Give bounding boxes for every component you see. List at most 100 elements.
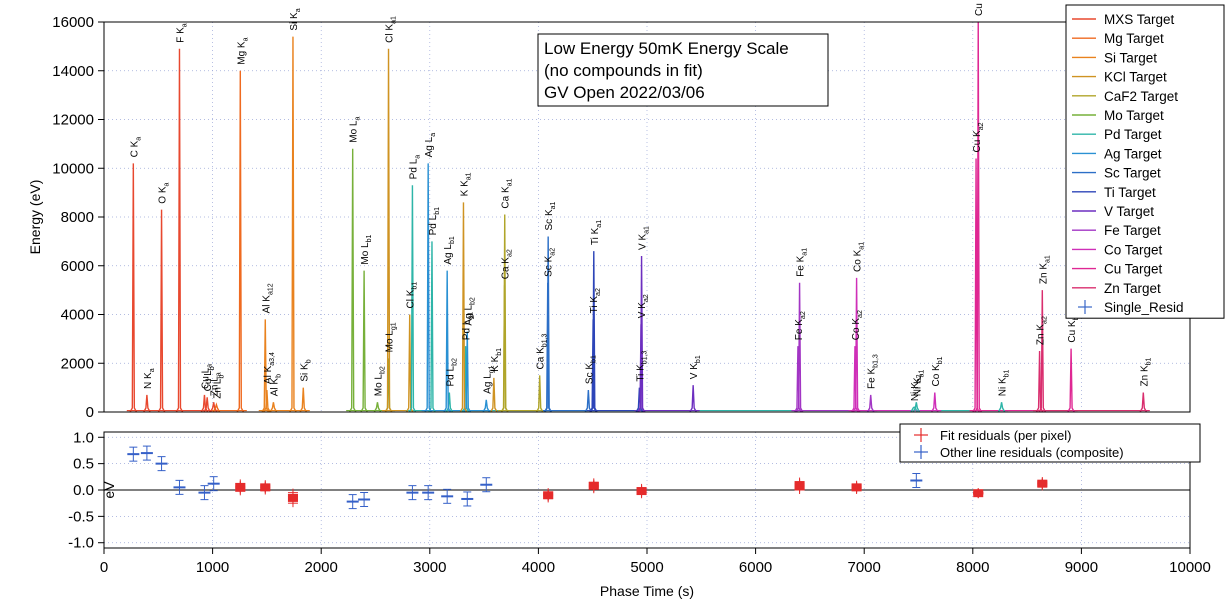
- x-tick-label: 7000: [848, 559, 881, 576]
- peak-label: Sc Ka1: [544, 201, 557, 230]
- legend-label: KCl Target: [1104, 70, 1167, 85]
- peak-label: Ca Kb1,3: [536, 333, 549, 369]
- peak-label-sub: a: [242, 37, 249, 41]
- legend-label: Ti Target: [1104, 185, 1156, 200]
- peak-line: [212, 402, 221, 413]
- peak-line: [635, 387, 644, 413]
- peak-label-sub: a1: [465, 172, 472, 180]
- residual-legend-label: Other line residuals (composite): [940, 445, 1124, 460]
- fit-residual-core: [287, 493, 298, 502]
- residual-panel: 1.0 0.5 0.0 -0.5 -1.0 eV Fit residuals (per pi…: [68, 423, 1201, 552]
- peak-label: Al Ka3,4: [263, 352, 276, 384]
- peak-label-sub: b2: [379, 366, 386, 374]
- peak-label-sub: a: [206, 364, 213, 368]
- peak-label: V Kb1: [689, 355, 702, 379]
- peak-label-sub: a2: [916, 374, 923, 382]
- peak-label: Fe Ka2: [794, 311, 807, 340]
- peak-label-sub: a: [355, 117, 362, 121]
- peak-label-main: Zn K: [1139, 365, 1150, 386]
- peak-label: Fe Kb1,3: [867, 354, 880, 389]
- peak-label-sub: b1,3: [873, 354, 880, 368]
- peak-label-main: O K: [158, 186, 169, 204]
- peak-label-main: K K: [459, 180, 470, 196]
- peak-label-main: V K: [689, 363, 700, 379]
- peak-label: Ag La: [424, 133, 437, 158]
- peak-label-main: Pd L: [445, 365, 456, 386]
- peak-label-main: Fe K: [794, 319, 805, 340]
- x-tick-label: 5000: [630, 559, 663, 576]
- peak-label: Cu Ka1: [974, 0, 987, 16]
- peak-label-main: Si K: [289, 12, 300, 31]
- peak-line: [637, 324, 645, 413]
- peak-label-main: K K: [490, 355, 501, 371]
- x-tick-label: 0: [100, 559, 108, 576]
- peak-label: Al Ka12: [261, 283, 274, 313]
- legend-label: Ag Target: [1104, 146, 1162, 161]
- residual-legend-box: [899, 423, 1201, 463]
- peak-label-main: Mo L: [385, 330, 396, 353]
- peak-label-sub: a1: [550, 201, 557, 209]
- peak-label: Ag Lb2: [463, 297, 476, 325]
- peak-label-sub: a1: [1044, 255, 1051, 263]
- peak-label-main: Al K: [261, 295, 272, 314]
- x-axis-title: Phase Time (s): [600, 583, 694, 599]
- peak-line: [445, 392, 454, 413]
- peak-label: Pd Lb1: [428, 207, 441, 235]
- peak-label-main: Cu K: [972, 130, 983, 153]
- peak-label: Co Ka1: [853, 242, 866, 272]
- peak-line: [794, 346, 802, 413]
- peak-label-main: Zn L: [212, 378, 223, 398]
- peak-label-main: Pd L: [408, 158, 419, 179]
- peak-label-sub: b1: [1145, 357, 1152, 365]
- peak-label-main: Mo L: [373, 374, 384, 397]
- peak-line: [866, 394, 875, 413]
- residual-legend-label: Fit residuals (per pixel): [940, 428, 1072, 443]
- peak-line: [490, 377, 498, 413]
- peak-line: [589, 319, 597, 413]
- legend-label: Mg Target: [1104, 31, 1164, 46]
- peak-label-main: Cu L: [200, 367, 211, 389]
- legend-label: CaF2 Target: [1104, 89, 1178, 104]
- peak-label-main: Al K: [263, 365, 274, 384]
- peak-line: [852, 277, 861, 413]
- y-tick-label: 0.5: [73, 456, 94, 473]
- peak-line: [1139, 392, 1148, 413]
- peak-label-sub: a: [164, 182, 171, 186]
- peak-line: [348, 148, 357, 413]
- peak-label-main: Cu K: [1067, 320, 1078, 343]
- peak-label-main: Cu K: [974, 0, 985, 16]
- legend-label: Single_Resid: [1104, 300, 1184, 315]
- peak-line: [461, 346, 470, 413]
- peak-label-main: Ti K: [590, 227, 601, 245]
- peak-label-sub: a2: [857, 310, 864, 318]
- x-tick-label: 3000: [413, 559, 446, 576]
- peak-label: N Ka: [143, 368, 156, 389]
- legend-label: Fe Target: [1104, 223, 1161, 238]
- peak-label-sub: a2: [1042, 316, 1049, 324]
- peak-label-main: Sc K: [584, 363, 595, 384]
- peak-line: [584, 390, 593, 413]
- peak-label-main: N K: [143, 372, 154, 389]
- peak-label-sub: b1: [449, 236, 456, 244]
- peak-label: Pd Lb2: [445, 358, 458, 386]
- peak-line: [424, 163, 432, 413]
- peak-label-sub: b1: [366, 234, 373, 242]
- peak-label-sub: b1: [412, 282, 419, 290]
- peak-label-main: Mg K: [236, 41, 247, 65]
- peak-label: V Ka1: [638, 226, 651, 250]
- peak-label-sub: b1: [496, 348, 503, 356]
- fit-residual-core: [235, 483, 246, 492]
- peak-line: [1035, 351, 1044, 413]
- y-tick-label: 10000: [52, 160, 94, 177]
- fit-residual-core: [260, 483, 271, 492]
- legend-label: V Target: [1104, 204, 1154, 219]
- y-tick-label: 8000: [61, 209, 94, 226]
- peak-label-main: Ca K: [501, 186, 512, 209]
- peak-label-sub: a1: [802, 248, 809, 256]
- peak-label-main: Co K: [931, 364, 942, 387]
- peak-label-sub: a2: [595, 288, 602, 296]
- peak-label: Ni Ka2: [910, 374, 923, 401]
- peak-label: Zn Ka2: [1036, 316, 1049, 345]
